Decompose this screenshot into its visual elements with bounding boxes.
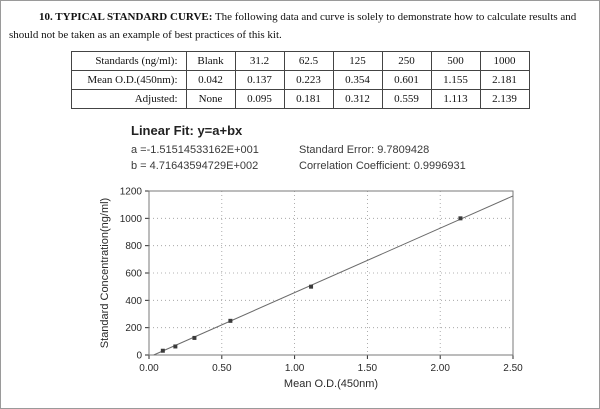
table-cell: 0.223: [283, 70, 334, 91]
table-cell: 0.137: [234, 70, 285, 91]
plot-frame: [148, 190, 514, 356]
table-cell: 2.139: [479, 89, 530, 110]
table-cell: 1.155: [430, 70, 481, 91]
data-point: [458, 216, 463, 221]
table-cell: 0.095: [234, 89, 285, 110]
table-cell: 0.559: [381, 89, 432, 110]
data-point: [192, 335, 197, 340]
section-heading: 10. TYPICAL STANDARD CURVE:: [39, 11, 213, 23]
table-cell: 250: [381, 51, 432, 72]
table-row-label: Mean O.D.(450nm):: [70, 70, 187, 91]
table-cell: 0.042: [185, 70, 236, 91]
standards-table-body: Standards (ng/ml): Blank 31.2 62.5 125 250 500…: [70, 51, 530, 110]
x-tick-label: 2.50: [503, 363, 523, 374]
table-row: Adjusted: None 0.095 0.181 0.312 0.559 1.113 2.…: [70, 89, 530, 110]
linear-fit-title: Linear Fit: y=a+bx: [131, 123, 243, 139]
table-cell: 31.2: [234, 51, 285, 72]
y-tick-label: 200: [125, 323, 142, 334]
y-axis-title: Standard Concentration(ng/ml): [99, 198, 111, 348]
y-tick-label: 1000: [120, 214, 143, 225]
table-cell: Blank: [185, 51, 236, 72]
data-point: [160, 348, 165, 353]
table-cell: 1.113: [430, 89, 481, 110]
table-cell: 62.5: [283, 51, 334, 72]
x-tick-label: 1.50: [358, 363, 378, 374]
fit-coefficients: a =-1.51514533162E+001 b = 4.71643594729…: [131, 143, 299, 175]
table-row-label: Standards (ng/ml):: [70, 51, 187, 72]
x-axis-title: Mean O.D.(450nm): [284, 378, 378, 390]
linear-fit-block: Linear Fit: y=a+bx a =-1.51514533162E+00…: [131, 123, 599, 175]
x-tick-label: 1.00: [285, 363, 305, 374]
table-row-label: Adjusted:: [70, 89, 187, 110]
fit-coefficient-b: b = 4.71643594729E+002: [131, 160, 259, 173]
table-row: Standards (ng/ml): Blank 31.2 62.5 125 250 500…: [70, 51, 530, 72]
table-cell: 0.312: [332, 89, 383, 110]
standard-curve-chart-wrap: 0.00 0.50 1.00 1.50 2.00 2.50 0 200 400 600 800 100…: [97, 183, 599, 400]
y-tick-label: 800: [125, 241, 142, 252]
table-cell: 0.181: [283, 89, 334, 110]
table-cell: 0.601: [381, 70, 432, 91]
intro-text: The following data and curve is solely t…: [9, 11, 577, 41]
y-tick-label: 400: [125, 296, 142, 307]
x-tick-label: 0.50: [212, 363, 232, 374]
table-cell: None: [185, 89, 236, 110]
table-cell: 500: [430, 51, 481, 72]
intro-paragraph: 10. TYPICAL STANDARD CURVE: The followin…: [9, 9, 591, 44]
fit-standard-error: Standard Error: 9.7809428: [299, 144, 430, 157]
fit-coefficient-a: a =-1.51514533162E+001: [131, 144, 259, 157]
table-cell: 2.181: [479, 70, 530, 91]
fit-correlation-coefficient: Correlation Coefficient: 0.9996931: [299, 160, 466, 173]
fit-statistics: Standard Error: 9.7809428 Correlation Co…: [299, 143, 466, 175]
table-cell: 125: [332, 51, 383, 72]
table-cell: 1000: [479, 51, 530, 72]
x-tick-label: 0.00: [139, 363, 159, 374]
data-point: [173, 344, 178, 349]
data-point: [309, 284, 314, 289]
fit-line: [153, 195, 514, 356]
standards-table: Standards (ng/ml): Blank 31.2 62.5 125 250 500…: [70, 51, 530, 110]
y-tick-label: 1200: [120, 187, 143, 198]
standard-curve-chart: 0.00 0.50 1.00 1.50 2.00 2.50 0 200 400 600 800 100…: [99, 187, 523, 391]
y-tick-label: 0: [136, 351, 142, 362]
y-tick-label: 600: [125, 269, 142, 280]
x-tick-label: 2.00: [430, 363, 450, 374]
data-point: [228, 318, 233, 323]
table-cell: 0.354: [332, 70, 383, 91]
table-row: Mean O.D.(450nm): 0.042 0.137 0.223 0.354 0.6…: [70, 70, 530, 91]
